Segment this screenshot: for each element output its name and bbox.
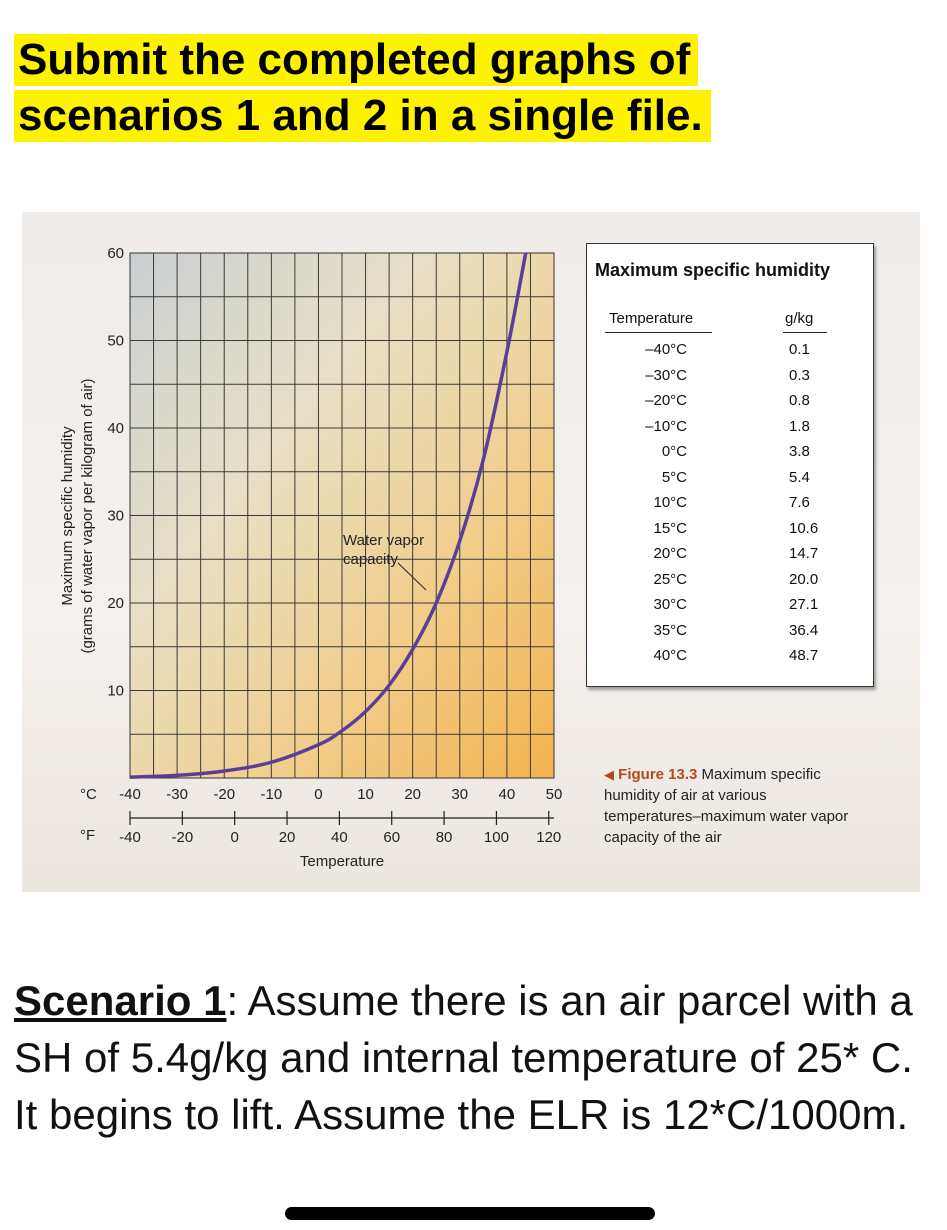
x-tick-label-fahrenheit: 40: [331, 829, 348, 846]
table-cell-value: 20.0: [789, 570, 819, 588]
table-row: 25°C 20.0: [587, 571, 873, 596]
x-tick-label-celsius: 10: [357, 786, 374, 803]
table-cell-value: 0.3: [789, 366, 810, 384]
x-tick-label-fahrenheit: 80: [436, 829, 453, 846]
x-tick-label-celsius: -40: [119, 786, 141, 803]
table-cell-temperature: –30°C: [645, 366, 687, 384]
y-tick-label: 10: [107, 683, 124, 700]
figure-caption: ◀ Figure 13.3 Maximum specific humidity …: [604, 764, 864, 848]
x-tick-label-fahrenheit: 0: [231, 829, 239, 846]
table-cell-temperature: 15°C: [653, 519, 687, 537]
x-tick-label-celsius: -10: [260, 786, 282, 803]
header-rule: [605, 332, 712, 333]
x-tick-label-celsius: 20: [404, 786, 421, 803]
table-row: 20°C 14.7: [587, 545, 873, 570]
figure-number: Figure 13.3: [618, 766, 698, 783]
table-row: –10°C 1.8: [587, 418, 873, 443]
instruction-heading-line-1: Submit the completed graphs of: [14, 34, 699, 86]
x-tick-label-fahrenheit: 20: [279, 829, 296, 846]
table-header-unit: g/kg: [785, 310, 814, 327]
table-row: 15°C 10.6: [587, 520, 873, 545]
header-rule: [783, 332, 827, 333]
x-axis-ticks-fahrenheit: -40 -20 0 20 40 60 80 100 120: [119, 811, 561, 846]
table-cell-temperature: 35°C: [653, 621, 687, 639]
table-cell-temperature: –40°C: [645, 341, 687, 358]
table-cell-temperature: 0°C: [661, 443, 687, 460]
instruction-heading-line-2: scenarios 1 and 2 in a single file.: [14, 90, 711, 142]
x-tick-label-celsius: -30: [166, 786, 188, 803]
table-header-temperature: Temperature: [609, 310, 694, 327]
x-tick-label-celsius: -20: [213, 786, 235, 803]
scenario-text: : Assume there is an air parcel with a S…: [14, 977, 913, 1138]
table-cell-value: 0.1: [789, 341, 810, 358]
table-cell-value: 0.8: [789, 392, 810, 409]
table-cell-value: 27.1: [789, 596, 819, 613]
table-cell-value: 14.7: [789, 545, 819, 562]
table-cell-temperature: 5°C: [661, 468, 687, 486]
table-row: –30°C 0.3: [587, 367, 873, 392]
table-cell-temperature: 10°C: [653, 494, 687, 511]
x-unit-celsius: °C: [80, 786, 97, 803]
x-tick-label-celsius: 0: [314, 786, 322, 803]
annotation-leader: [397, 562, 427, 591]
table-cell-value: 7.6: [789, 494, 810, 511]
table-cell-value: 5.4: [789, 468, 810, 486]
y-tick-label: 50: [107, 333, 124, 350]
x-tick-label-fahrenheit: -40: [119, 829, 141, 846]
humidity-table: Maximum specific humidity Temperature g/…: [586, 243, 874, 687]
table-cell-value: 3.8: [789, 443, 810, 460]
y-tick-label: 60: [107, 245, 124, 262]
x-tick-label-celsius: 30: [451, 786, 468, 803]
table-cell-temperature: 40°C: [653, 647, 687, 664]
x-tick-label-celsius: 50: [546, 786, 563, 803]
table-cell-temperature: –20°C: [645, 392, 687, 409]
table-cell-value: 10.6: [789, 519, 819, 537]
caption-arrow-icon: ◀: [604, 767, 614, 782]
table-row: –20°C 0.8: [587, 392, 873, 417]
x-tick-label-celsius: 40: [499, 786, 516, 803]
table-cell-temperature: 20°C: [653, 545, 687, 562]
y-axis-title-line-1: Maximum specific humidity: [59, 426, 76, 606]
y-axis-ticks: 10 20 30 40 50 60: [107, 245, 124, 700]
table-row: 10°C 7.6: [587, 494, 873, 519]
scenario-label: Scenario 1: [14, 977, 227, 1024]
x-axis-ticks-celsius: -40 -30 -20 -10 0 10 20 30 40 50: [119, 786, 562, 803]
table-cell-temperature: –10°C: [645, 417, 687, 435]
x-tick-label-fahrenheit: 120: [536, 829, 561, 846]
table-row: 40°C 48.7: [587, 647, 873, 672]
scenario-1-paragraph: Scenario 1: Assume there is an air parce…: [14, 972, 934, 1143]
table-row: 5°C 5.4: [587, 469, 873, 494]
y-tick-label: 40: [107, 420, 124, 437]
x-axis-title: Temperature: [300, 853, 384, 870]
home-indicator[interactable]: [285, 1207, 655, 1220]
x-unit-fahrenheit: °F: [80, 827, 95, 844]
water-vapor-capacity-line: [129, 252, 528, 779]
annotation-label-line-2: capacity: [343, 551, 399, 568]
table-cell-value: 1.8: [789, 417, 810, 435]
y-tick-label: 30: [107, 508, 124, 525]
table-title: Maximum specific humidity: [595, 260, 831, 280]
x-tick-label-fahrenheit: -20: [172, 829, 194, 846]
table-cell-temperature: 25°C: [653, 570, 687, 588]
caption-text: Maximum specific humidity of air at vari…: [604, 766, 849, 846]
y-axis-title-line-2: (grams of water vapor per kilogram of ai…: [79, 378, 96, 653]
table-cell-value: 48.7: [789, 647, 819, 664]
x-tick-label-fahrenheit: 60: [383, 829, 400, 846]
table-row: 0°C 3.8: [587, 443, 873, 468]
annotation-label-line-1: Water vapor: [343, 532, 424, 549]
grid-lines: [130, 253, 554, 778]
table-row: 35°C 36.4: [587, 622, 873, 647]
table-cell-temperature: 30°C: [653, 596, 687, 613]
table-row: –40°C 0.1: [587, 341, 873, 366]
x-tick-label-fahrenheit: 100: [484, 829, 509, 846]
table-row: 30°C 27.1: [587, 596, 873, 621]
y-tick-label: 20: [107, 595, 124, 612]
table-cell-value: 36.4: [789, 621, 819, 639]
